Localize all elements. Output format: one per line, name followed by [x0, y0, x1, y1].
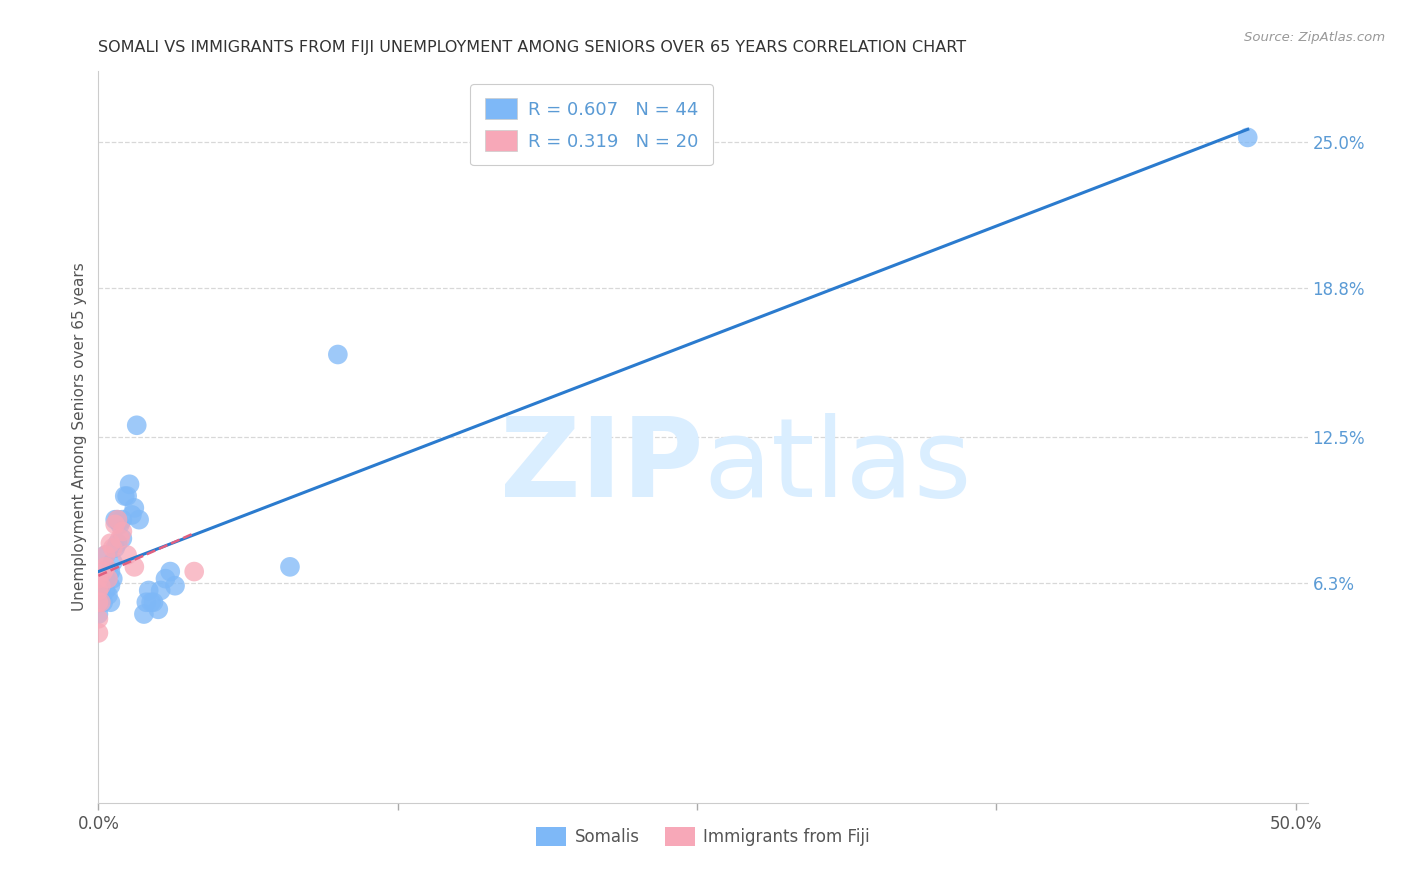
Point	[183, 565, 205, 579]
Text: atlas: atlas	[703, 413, 972, 520]
Point	[132, 607, 155, 621]
Point	[107, 513, 129, 527]
Point	[91, 595, 114, 609]
Point	[87, 595, 110, 609]
Point	[326, 347, 349, 361]
Point	[114, 489, 136, 503]
Point	[155, 572, 177, 586]
Point	[87, 595, 110, 609]
Point	[87, 583, 110, 598]
Point	[121, 508, 143, 522]
Point	[115, 489, 138, 503]
Point	[100, 579, 122, 593]
Y-axis label: Unemployment Among Seniors over 65 years: Unemployment Among Seniors over 65 years	[72, 263, 87, 611]
Point	[124, 559, 146, 574]
Point	[115, 548, 138, 562]
Point	[91, 565, 114, 579]
Point	[87, 572, 110, 586]
Point	[104, 517, 127, 532]
Point	[149, 583, 172, 598]
Point	[90, 595, 112, 609]
Point	[148, 602, 170, 616]
Point	[108, 517, 131, 532]
Point	[91, 565, 114, 579]
Point	[142, 595, 165, 609]
Point	[90, 579, 112, 593]
Point	[278, 559, 301, 574]
Point	[107, 536, 129, 550]
Point	[87, 612, 110, 626]
Point	[128, 513, 150, 527]
Point	[124, 500, 146, 515]
Point	[100, 595, 122, 609]
Text: ZIP: ZIP	[499, 413, 703, 520]
Point	[118, 477, 141, 491]
Point	[94, 559, 117, 574]
Point	[97, 572, 120, 586]
Text: SOMALI VS IMMIGRANTS FROM FIJI UNEMPLOYMENT AMONG SENIORS OVER 65 YEARS CORRELAT: SOMALI VS IMMIGRANTS FROM FIJI UNEMPLOYM…	[98, 40, 966, 55]
Point	[94, 583, 117, 598]
Point	[90, 583, 112, 598]
Point	[108, 532, 131, 546]
Point	[94, 572, 117, 586]
Point	[159, 565, 181, 579]
Point	[100, 536, 122, 550]
Point	[87, 583, 110, 598]
Point	[111, 524, 134, 539]
Point	[90, 572, 112, 586]
Point	[94, 548, 117, 562]
Point	[104, 513, 127, 527]
Point	[111, 513, 134, 527]
Point	[101, 572, 124, 586]
Point	[87, 626, 110, 640]
Point	[1236, 130, 1258, 145]
Point	[87, 588, 110, 602]
Text: Source: ZipAtlas.com: Source: ZipAtlas.com	[1244, 31, 1385, 45]
Point	[138, 583, 160, 598]
Point	[97, 588, 120, 602]
Point	[139, 595, 162, 609]
Point	[100, 565, 122, 579]
Point	[104, 541, 127, 555]
Legend: Somalis, Immigrants from Fiji: Somalis, Immigrants from Fiji	[530, 821, 876, 853]
Point	[125, 418, 148, 433]
Point	[135, 595, 157, 609]
Point	[101, 541, 124, 555]
Point	[111, 532, 134, 546]
Point	[163, 579, 186, 593]
Point	[101, 555, 124, 569]
Point	[107, 513, 129, 527]
Point	[94, 548, 117, 562]
Point	[87, 607, 110, 621]
